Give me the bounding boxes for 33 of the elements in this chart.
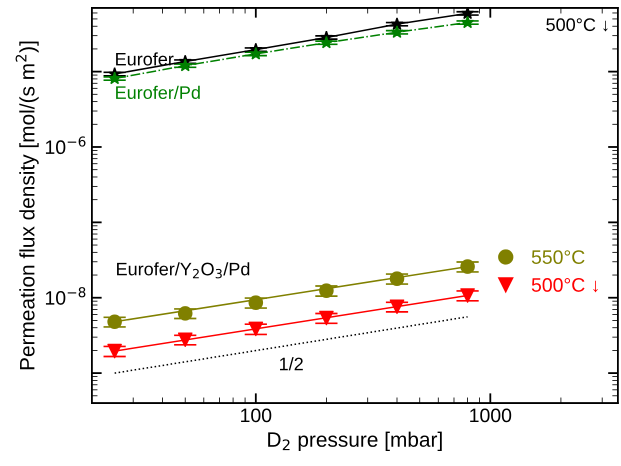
point xyxy=(248,322,264,336)
point xyxy=(320,36,334,48)
legend-label: 550°C xyxy=(532,250,585,264)
point xyxy=(178,306,193,321)
annotation: Eurofer/Y$_{2}$O$_{3}$/Pd xyxy=(117,262,250,278)
y-tick-label: 10$^{−6}$ xyxy=(46,136,86,154)
series-label: Eurofer xyxy=(116,52,174,66)
series-label: Eurofer/Pd xyxy=(116,86,200,100)
legend-label: 500°C ↓ xyxy=(532,278,598,292)
point xyxy=(460,16,474,28)
point xyxy=(319,283,334,298)
point xyxy=(107,314,122,330)
annotation: 500°C ↓ xyxy=(546,18,608,32)
point xyxy=(178,58,192,72)
point xyxy=(460,288,475,303)
point xyxy=(249,46,262,60)
annotation: 1/2 xyxy=(280,357,303,370)
point xyxy=(178,332,193,348)
x-axis-title: D$_{2}$ pressure [mbar] xyxy=(268,432,442,452)
point xyxy=(460,259,475,274)
point xyxy=(108,72,122,84)
y-tick-label: 10$^{−8}$ xyxy=(46,287,86,305)
point xyxy=(390,271,404,286)
point xyxy=(390,25,404,38)
point xyxy=(107,344,122,358)
point xyxy=(390,299,404,314)
point xyxy=(390,17,404,30)
x-tick-label: 100 xyxy=(241,408,272,422)
y-axis-title: Permeation flux density [mol/(s m$^{2}$)] xyxy=(16,42,39,370)
point xyxy=(460,8,474,20)
point xyxy=(319,310,334,326)
point xyxy=(248,295,264,310)
x-tick-label: 1000 xyxy=(470,408,512,422)
